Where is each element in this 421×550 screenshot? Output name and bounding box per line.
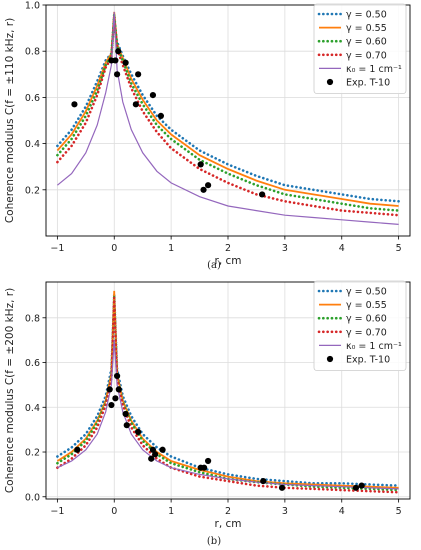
x-tick-label: 4 <box>339 506 345 517</box>
data-point <box>106 386 113 393</box>
y-tick-label: 0.6 <box>25 358 40 369</box>
y-tick-label: 0.8 <box>25 313 40 324</box>
chart-panel-a: −1 0 1 2 3 4 5 0.2 0.4 0.6 0.8 1.0 r, cm Coherence mo… <box>4 1 411 271</box>
series-line <box>56 23 400 203</box>
data-point <box>112 57 119 64</box>
legend: γ = 0.50 γ = 0.55 γ = 0.60 γ = 0.70 κ₀ = 1 c… <box>313 3 407 94</box>
data-point <box>122 59 129 66</box>
data-point <box>259 191 266 198</box>
legend-label: Exp. T-10 <box>346 355 390 366</box>
series-line <box>56 297 400 494</box>
data-point <box>132 101 139 108</box>
x-axis-label: r, cm <box>215 255 242 267</box>
panel-caption: (b) <box>207 536 221 547</box>
series-line <box>56 14 400 212</box>
y-tick-label: 0.0 <box>25 492 40 503</box>
data-point <box>260 478 267 485</box>
data-point <box>149 91 157 99</box>
data-point <box>115 48 122 55</box>
x-tick-label: 0 <box>111 243 117 254</box>
x-tick-label: 5 <box>396 243 402 254</box>
legend-label: Exp. T-10 <box>346 78 390 89</box>
data-point <box>113 372 121 380</box>
x-tick-label: 0 <box>111 506 117 517</box>
x-tick-label: 2 <box>225 506 231 517</box>
data-point <box>74 446 81 453</box>
y-tick-label: 0.4 <box>25 139 40 150</box>
legend-marker <box>326 78 334 86</box>
x-axis-label: r, cm <box>215 518 242 530</box>
chart-panel-b: −1 0 1 2 3 4 5 0.0 0.2 0.4 0.6 0.8 r, cm Coherence mo… <box>4 280 411 547</box>
y-axis-label: Coherence modulus C(f = ±200 kHz, r) <box>4 288 16 493</box>
series-line <box>57 11 399 225</box>
data-point <box>108 401 115 409</box>
y-tick-label: 0.4 <box>25 403 40 414</box>
data-point <box>135 428 142 435</box>
legend-label: γ = 0.55 <box>346 23 387 34</box>
legend-label: κ₀ = 1 cm⁻¹ <box>346 341 402 352</box>
y-tick-label: 0.2 <box>25 448 40 459</box>
legend-label: γ = 0.50 <box>346 10 387 21</box>
data-point <box>197 161 204 168</box>
series-line <box>56 290 399 489</box>
series-line <box>56 295 400 487</box>
legend-label: γ = 0.55 <box>346 300 387 311</box>
y-axis-label: Coherence modulus C(f = ±110 kHz, r) <box>4 18 16 223</box>
x-tick-label: −1 <box>50 506 64 517</box>
series-line <box>56 11 399 207</box>
data-point <box>204 182 212 189</box>
data-point <box>157 112 164 119</box>
legend: γ = 0.50 γ = 0.55 γ = 0.60 γ = 0.70 κ₀ = 1 c… <box>313 280 407 371</box>
data-point <box>352 484 360 491</box>
data-point <box>112 395 119 402</box>
legend-marker <box>326 355 334 363</box>
series-line <box>57 340 399 490</box>
x-tick-label: −1 <box>50 243 64 254</box>
y-tick-label: 1.0 <box>25 1 40 12</box>
legend-label: κ₀ = 1 cm⁻¹ <box>346 64 402 75</box>
data-point <box>135 71 142 78</box>
data-point <box>123 422 130 429</box>
legend-box <box>313 3 407 94</box>
data-point <box>159 446 166 453</box>
panel-caption: (a) <box>207 260 221 271</box>
data-point <box>148 455 155 462</box>
data-point <box>200 186 207 193</box>
x-tick-label: 1 <box>168 506 174 517</box>
x-tick-label: 1 <box>168 243 174 254</box>
legend-label: γ = 0.70 <box>346 50 387 61</box>
data-point <box>278 484 286 491</box>
data-point <box>122 410 129 418</box>
y-tick-label: 0.6 <box>25 93 40 104</box>
y-tick-label: 0.2 <box>25 185 40 196</box>
data-point <box>358 482 365 489</box>
legend-label: γ = 0.50 <box>346 287 387 298</box>
data-point <box>115 386 122 393</box>
series-line <box>56 295 400 492</box>
x-tick-label: 3 <box>282 506 288 517</box>
series-line <box>56 16 400 217</box>
data-point <box>204 457 212 465</box>
legend-label: γ = 0.60 <box>346 314 387 325</box>
x-tick-label: 2 <box>225 243 231 254</box>
legend-label: γ = 0.70 <box>346 327 387 338</box>
x-tick-label: 5 <box>396 506 402 517</box>
x-tick-label: 4 <box>339 243 345 254</box>
data-point <box>113 71 121 78</box>
legend-box <box>313 280 407 371</box>
x-tick-label: 3 <box>282 243 288 254</box>
data-point <box>71 101 78 108</box>
y-tick-label: 0.8 <box>25 47 40 58</box>
data-point <box>201 464 208 471</box>
legend-label: γ = 0.60 <box>346 37 387 48</box>
data-point <box>152 451 159 458</box>
